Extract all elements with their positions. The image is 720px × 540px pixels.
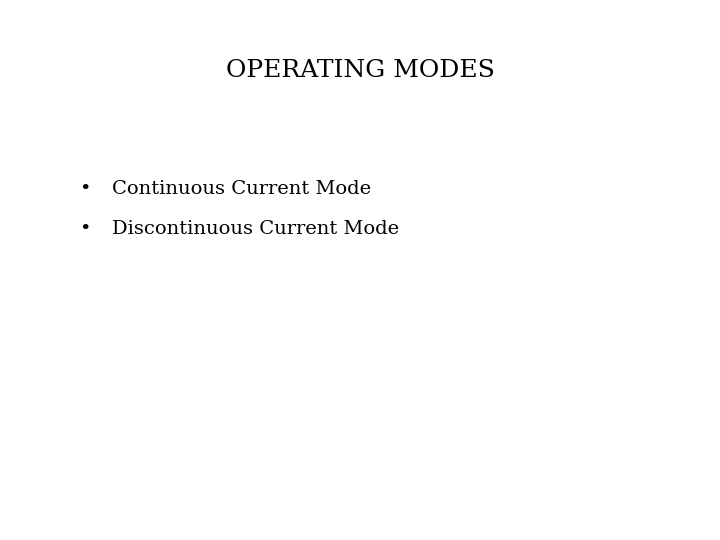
Text: •: • — [78, 220, 90, 239]
Text: OPERATING MODES: OPERATING MODES — [225, 59, 495, 82]
Text: •: • — [78, 180, 90, 198]
Text: Continuous Current Mode: Continuous Current Mode — [112, 180, 371, 198]
Text: Discontinuous Current Mode: Discontinuous Current Mode — [112, 220, 399, 239]
